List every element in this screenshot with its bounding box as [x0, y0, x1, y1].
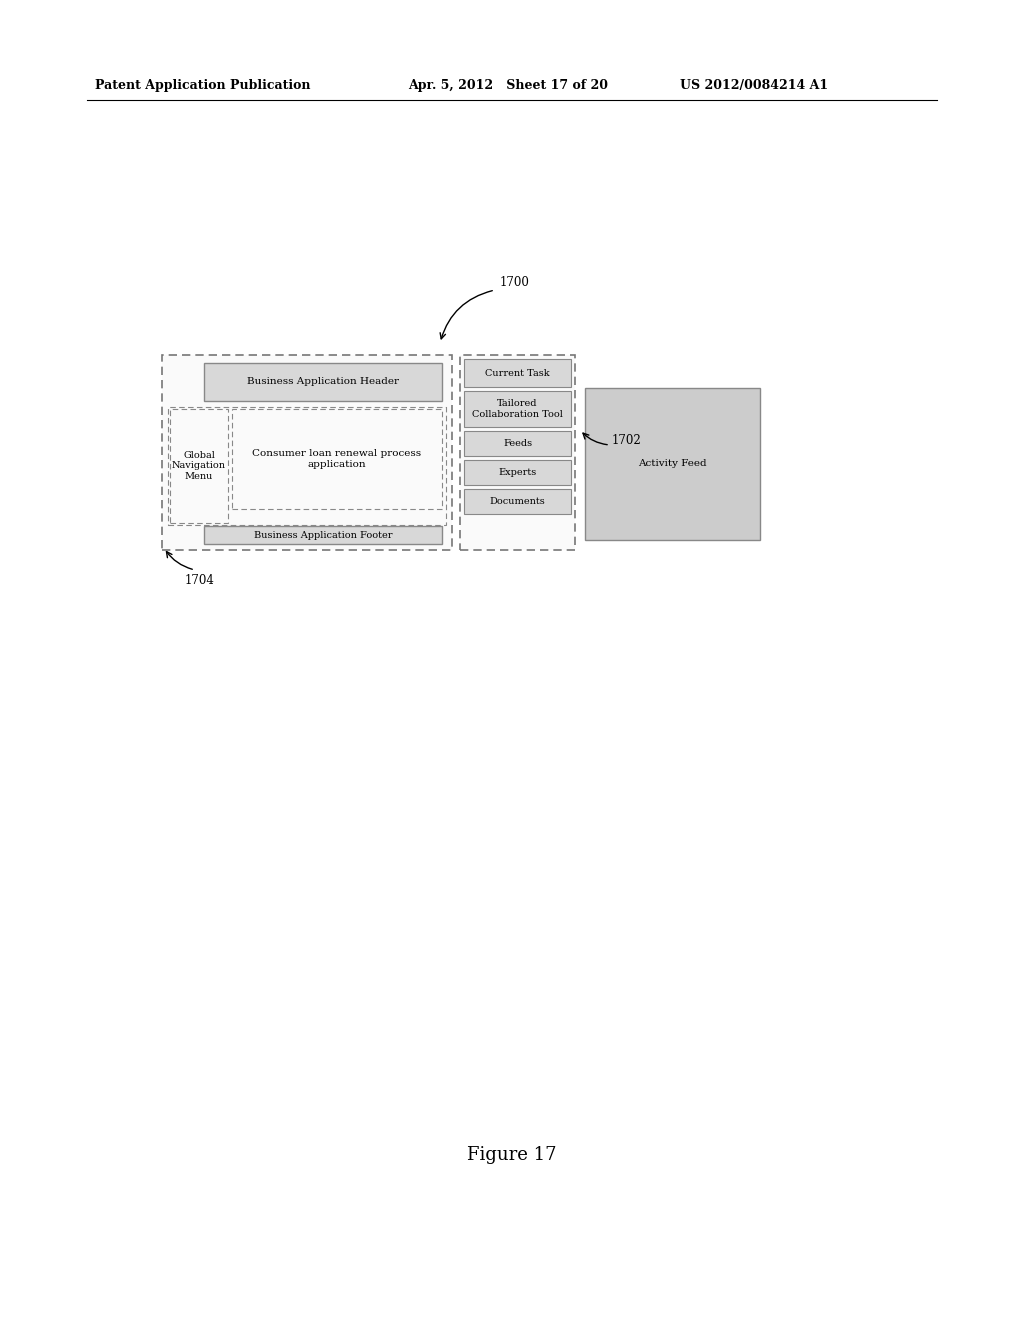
Bar [162, 355, 452, 550]
Text: Business Application Header: Business Application Header [247, 378, 399, 387]
Bar [464, 488, 571, 513]
Text: Experts: Experts [499, 469, 537, 477]
Text: Documents: Documents [489, 498, 546, 506]
Text: Current Task: Current Task [485, 368, 550, 378]
Bar [168, 407, 446, 525]
Text: Activity Feed: Activity Feed [638, 459, 707, 469]
Text: Business Application Footer: Business Application Footer [254, 531, 392, 540]
Text: Figure 17: Figure 17 [467, 1146, 557, 1164]
Bar [204, 525, 442, 544]
Bar [585, 388, 760, 540]
Bar [232, 409, 442, 510]
Text: 1704: 1704 [185, 573, 215, 586]
Text: 1702: 1702 [612, 433, 642, 446]
Bar [464, 359, 571, 387]
Text: Consumer loan renewal process
application: Consumer loan renewal process applicatio… [253, 449, 422, 469]
Text: Tailored
Collaboration Tool: Tailored Collaboration Tool [472, 399, 563, 418]
Text: Patent Application Publication: Patent Application Publication [95, 78, 310, 91]
Text: Apr. 5, 2012   Sheet 17 of 20: Apr. 5, 2012 Sheet 17 of 20 [408, 78, 608, 91]
Text: US 2012/0084214 A1: US 2012/0084214 A1 [680, 78, 828, 91]
Bar [170, 409, 228, 523]
Text: Global
Navigation
Menu: Global Navigation Menu [172, 451, 226, 480]
Text: Feeds: Feeds [503, 440, 532, 447]
Bar [464, 391, 571, 426]
Bar [464, 459, 571, 484]
Bar [464, 432, 571, 455]
Bar [204, 363, 442, 401]
Bar [460, 355, 575, 550]
Text: 1700: 1700 [500, 276, 529, 289]
